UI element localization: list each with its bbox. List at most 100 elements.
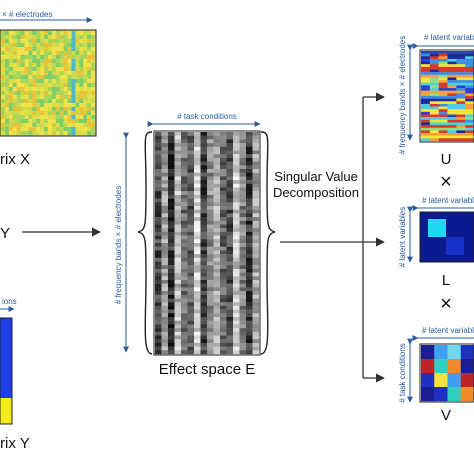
effect-space-cell bbox=[187, 169, 195, 173]
matrix-x-cell bbox=[24, 95, 29, 100]
matrix-x-cell bbox=[91, 39, 96, 44]
effect-space-cell bbox=[181, 183, 188, 188]
matrix-x-cell bbox=[48, 119, 53, 124]
effect-space-cell bbox=[168, 261, 175, 266]
matrix-x-cell bbox=[28, 79, 33, 84]
matrix-u-cell bbox=[429, 69, 439, 73]
matrix-x-cell bbox=[28, 47, 33, 52]
matrix-x-cell bbox=[48, 47, 53, 52]
matrix-x-cell bbox=[91, 55, 96, 60]
matrix-x-cell bbox=[51, 47, 57, 52]
matrix-x-cell bbox=[40, 47, 45, 52]
effect-space-cell bbox=[155, 194, 162, 199]
effect-space-cell bbox=[252, 317, 260, 321]
matrix-x-cell bbox=[32, 55, 37, 60]
matrix-x-cell bbox=[36, 87, 41, 92]
effect-space-cell bbox=[239, 257, 247, 262]
effect-space-cell bbox=[161, 243, 169, 247]
matrix-u-cell bbox=[447, 109, 457, 113]
effect-space-cell bbox=[213, 254, 221, 258]
effect-space-cell bbox=[174, 350, 182, 355]
matrix-u-cell bbox=[456, 51, 466, 54]
matrix-x-cell bbox=[36, 127, 41, 132]
matrix-u-label: U bbox=[441, 151, 452, 168]
effect-space-cell bbox=[168, 346, 175, 351]
effect-space-cell bbox=[207, 261, 214, 266]
matrix-x-cell bbox=[4, 131, 10, 136]
effect-space-cell bbox=[207, 180, 214, 184]
matrix-u-cell bbox=[447, 77, 457, 81]
effect-space-cell bbox=[207, 143, 214, 147]
matrix-x-cell bbox=[12, 31, 17, 36]
effect-space-cell bbox=[181, 320, 188, 325]
effect-space-cell bbox=[226, 198, 234, 203]
matrix-x-cell bbox=[48, 55, 53, 60]
effect-space-cell bbox=[181, 191, 188, 196]
matrix-x-cell bbox=[28, 63, 33, 68]
effect-space-cell bbox=[226, 335, 234, 340]
matrix-x-cell bbox=[71, 55, 76, 60]
effect-space-cell bbox=[200, 139, 208, 144]
effect-space-cell bbox=[252, 331, 260, 336]
effect-space-cell bbox=[226, 305, 234, 310]
matrix-u-cell bbox=[421, 101, 431, 105]
effect-space-cell bbox=[168, 183, 175, 188]
effect-space-cell bbox=[187, 165, 195, 170]
effect-space-cell bbox=[194, 206, 201, 210]
matrix-x-cell bbox=[16, 115, 21, 120]
effect-space-cell bbox=[194, 287, 201, 292]
effect-space-cell bbox=[213, 243, 221, 247]
effect-space-cell bbox=[174, 302, 182, 307]
matrix-x-cell bbox=[51, 95, 57, 100]
effect-space-cell bbox=[187, 161, 195, 166]
effect-space-cell bbox=[161, 172, 169, 177]
effect-space-cell bbox=[174, 254, 182, 258]
effect-space-cell bbox=[233, 220, 240, 225]
matrix-x-cell bbox=[59, 47, 64, 52]
matrix-x-cell bbox=[1, 67, 6, 72]
matrix-x-cell bbox=[87, 59, 92, 64]
effect-space-cell bbox=[239, 180, 247, 184]
effect-space-cell bbox=[246, 261, 253, 266]
effect-space-cell bbox=[155, 291, 162, 295]
effect-space-cell bbox=[213, 246, 221, 251]
effect-space-cell bbox=[155, 283, 162, 288]
effect-space-cell bbox=[194, 132, 201, 136]
effect-space-cell bbox=[200, 172, 208, 177]
matrix-x-cell bbox=[55, 79, 60, 84]
matrix-v-cell bbox=[421, 373, 435, 388]
effect-space-cell bbox=[174, 294, 182, 299]
effect-space-cell bbox=[252, 183, 260, 188]
effect-space-cell bbox=[200, 224, 208, 229]
effect-space-cell bbox=[252, 283, 260, 288]
matrix-x-cell bbox=[16, 119, 21, 124]
matrix-u-cell bbox=[429, 56, 439, 60]
effect-space-cell bbox=[155, 143, 162, 147]
effect-space-cell bbox=[213, 287, 221, 292]
effect-space-cell bbox=[187, 324, 195, 329]
matrix-u-cell bbox=[456, 111, 466, 115]
matrix-x-cell bbox=[32, 59, 37, 64]
effect-space-cell bbox=[226, 268, 234, 273]
matrix-x-cell bbox=[91, 103, 96, 108]
matrix-x-cell bbox=[91, 59, 96, 64]
matrix-x-cell bbox=[75, 63, 80, 68]
effect-space-cell bbox=[200, 180, 208, 184]
matrix-x-cell bbox=[20, 55, 25, 60]
matrix-x-cell bbox=[44, 99, 49, 104]
matrix-u-cell bbox=[465, 103, 474, 107]
effect-space-cell bbox=[200, 261, 208, 266]
effect-space-cell bbox=[174, 169, 182, 173]
effect-space-cell bbox=[207, 331, 214, 336]
matrix-x-cell bbox=[63, 39, 68, 44]
effect-space-cell bbox=[181, 154, 188, 159]
effect-space-cell bbox=[252, 328, 260, 332]
effect-space-cell bbox=[194, 305, 201, 310]
effect-space-cell bbox=[168, 298, 175, 303]
effect-space-cell bbox=[200, 191, 208, 196]
effect-space-cell bbox=[226, 187, 234, 192]
effect-space-cell bbox=[155, 302, 162, 307]
effect-space-cell bbox=[181, 339, 188, 344]
effect-space-cell bbox=[187, 350, 195, 355]
effect-space-cell bbox=[200, 231, 208, 236]
